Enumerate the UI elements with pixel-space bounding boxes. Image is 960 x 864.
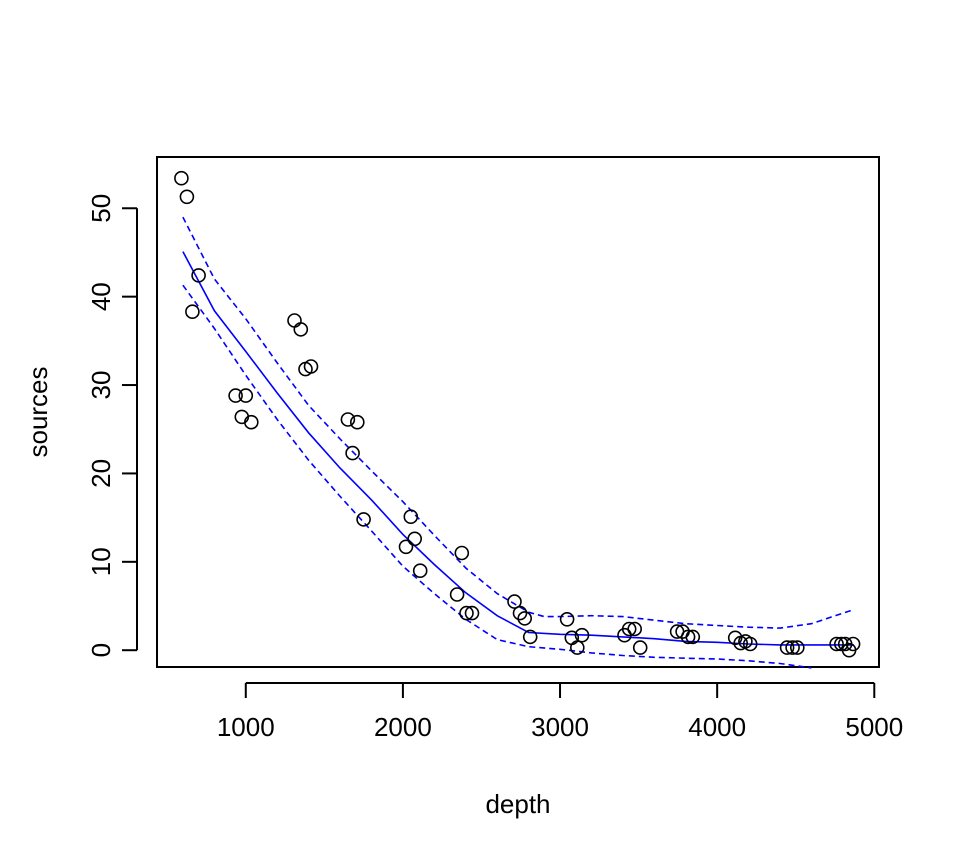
data-point bbox=[512, 605, 528, 621]
y-axis: 0 10 20 30 40 50 bbox=[86, 194, 138, 657]
data-point bbox=[185, 304, 200, 320]
data-point bbox=[403, 509, 419, 525]
data-point bbox=[785, 640, 800, 655]
data-point bbox=[621, 621, 637, 637]
y-tick-label: 50 bbox=[86, 194, 116, 223]
x-tick-label: 2000 bbox=[374, 712, 432, 742]
data-point bbox=[574, 627, 590, 643]
y-tick-label: 30 bbox=[86, 371, 116, 400]
data-point bbox=[293, 322, 309, 337]
x-tick-label: 1000 bbox=[217, 712, 275, 742]
data-point bbox=[191, 268, 206, 283]
data-point bbox=[303, 359, 319, 374]
data-point bbox=[398, 539, 414, 555]
y-tick-label: 10 bbox=[86, 547, 116, 576]
data-point bbox=[179, 189, 195, 205]
data-point bbox=[559, 611, 575, 627]
fit-line bbox=[182, 251, 854, 646]
data-point bbox=[632, 640, 648, 655]
x-axis: 1000 2000 3000 4000 5000 bbox=[217, 682, 903, 742]
data-point bbox=[680, 629, 696, 645]
data-point bbox=[845, 636, 861, 652]
data-point bbox=[569, 640, 585, 655]
x-tick-label: 5000 bbox=[845, 712, 903, 742]
data-point bbox=[627, 621, 643, 637]
confidence-band-line bbox=[182, 284, 812, 669]
y-tick-label: 0 bbox=[86, 643, 116, 657]
data-point bbox=[345, 445, 360, 461]
data-point bbox=[742, 636, 758, 652]
data-point bbox=[507, 594, 522, 609]
data-points bbox=[174, 170, 861, 658]
data-point bbox=[174, 170, 189, 186]
data-point bbox=[517, 611, 533, 626]
y-axis-label: sources bbox=[23, 366, 53, 457]
plot-border bbox=[156, 156, 880, 668]
data-point bbox=[349, 414, 365, 430]
data-point bbox=[829, 636, 844, 652]
data-point bbox=[459, 605, 474, 621]
data-point bbox=[287, 313, 302, 328]
data-point bbox=[454, 545, 470, 561]
y-tick-label: 40 bbox=[86, 282, 116, 311]
y-tick-label: 20 bbox=[86, 459, 116, 488]
confidence-band-line bbox=[182, 216, 855, 629]
data-point bbox=[727, 630, 743, 646]
data-point bbox=[238, 388, 254, 403]
data-point bbox=[464, 605, 480, 621]
data-point bbox=[407, 531, 423, 547]
data-point bbox=[449, 587, 465, 602]
data-point bbox=[779, 640, 795, 655]
data-point bbox=[340, 412, 356, 427]
x-axis-label: depth bbox=[485, 789, 550, 819]
data-point bbox=[789, 640, 805, 655]
fit-lines bbox=[182, 216, 855, 669]
x-tick-label: 4000 bbox=[688, 712, 746, 742]
data-point bbox=[412, 563, 428, 579]
data-point bbox=[228, 388, 243, 403]
x-tick-label: 3000 bbox=[531, 712, 589, 742]
data-point bbox=[685, 629, 701, 645]
data-point bbox=[522, 629, 538, 645]
data-point bbox=[244, 414, 259, 430]
data-point bbox=[356, 512, 371, 527]
